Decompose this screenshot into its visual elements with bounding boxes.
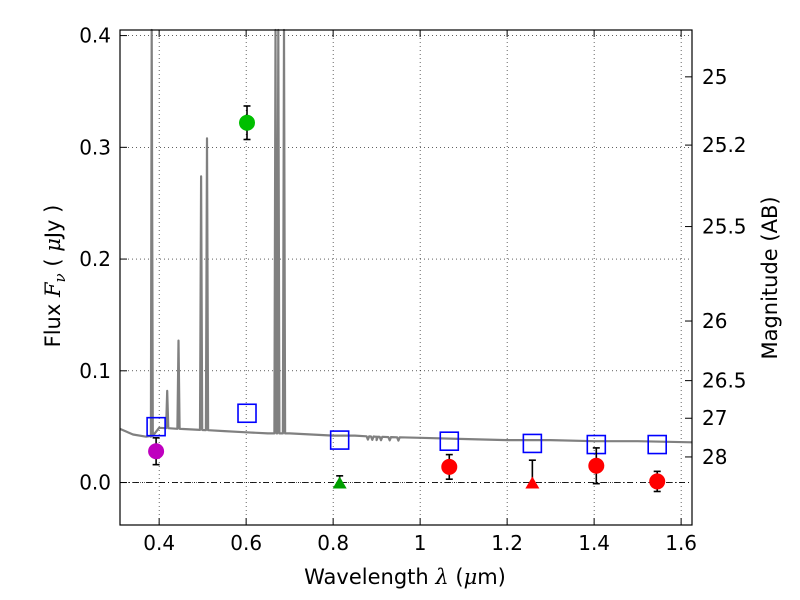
y2-tick-label: 25 <box>702 65 727 89</box>
x-tick-label: 0.4 <box>143 531 175 555</box>
y-tick-label: 0.1 <box>79 359 111 383</box>
y-axis-label: Flux Fν ( μJy ) <box>41 205 69 348</box>
upper-limit-marker <box>525 476 540 489</box>
sed-model-spectrum <box>119 28 693 444</box>
y2-tick-label: 28 <box>702 445 727 469</box>
detection-marker <box>239 114 256 131</box>
x-tick-label: 0.8 <box>317 531 349 555</box>
y2-tick-label: 26 <box>702 309 727 333</box>
detection-marker <box>441 458 458 475</box>
x-tick-label: 1.2 <box>491 531 523 555</box>
model-photometry-marker <box>146 416 166 437</box>
model-photometry-marker <box>329 430 350 450</box>
y2-tick-label: 26.5 <box>702 369 747 393</box>
y-tick-label: 0.2 <box>79 247 111 271</box>
x-tick-label: 1.6 <box>665 531 697 555</box>
detection-marker <box>148 443 165 460</box>
y-tick-label: 0.4 <box>79 24 111 48</box>
upper-limit-marker <box>332 476 347 489</box>
x-tick-label: 1.4 <box>578 531 610 555</box>
x-tick-label: 0.6 <box>230 531 262 555</box>
x-tick-label: 1 <box>414 531 427 555</box>
detection-marker <box>649 473 666 490</box>
model-photometry-marker <box>522 433 543 454</box>
model-photometry-marker <box>439 431 460 451</box>
sed-model-line <box>119 28 693 444</box>
model-photometry-marker <box>237 403 257 424</box>
y-tick-label: 0.3 <box>79 135 111 159</box>
axis-ticks: 0.4 0.6 0.8 1 1.2 1.4 1.6 0.0 0.1 0.2 0.3 0.4 25 25.2… <box>79 24 746 555</box>
x-axis-label: Wavelength λ (μm) <box>304 565 506 589</box>
detection-marker <box>588 457 605 474</box>
y2-axis-label: Magnitude (AB) <box>758 196 782 359</box>
y2-tick-label: 25.2 <box>702 133 747 157</box>
model-photometry-marker <box>647 434 668 455</box>
photometry-points <box>146 105 668 493</box>
y-tick-label: 0.0 <box>79 471 111 495</box>
plot-frame <box>119 29 693 526</box>
y2-tick-label: 25.5 <box>702 215 747 239</box>
y2-tick-label: 27 <box>702 406 727 430</box>
